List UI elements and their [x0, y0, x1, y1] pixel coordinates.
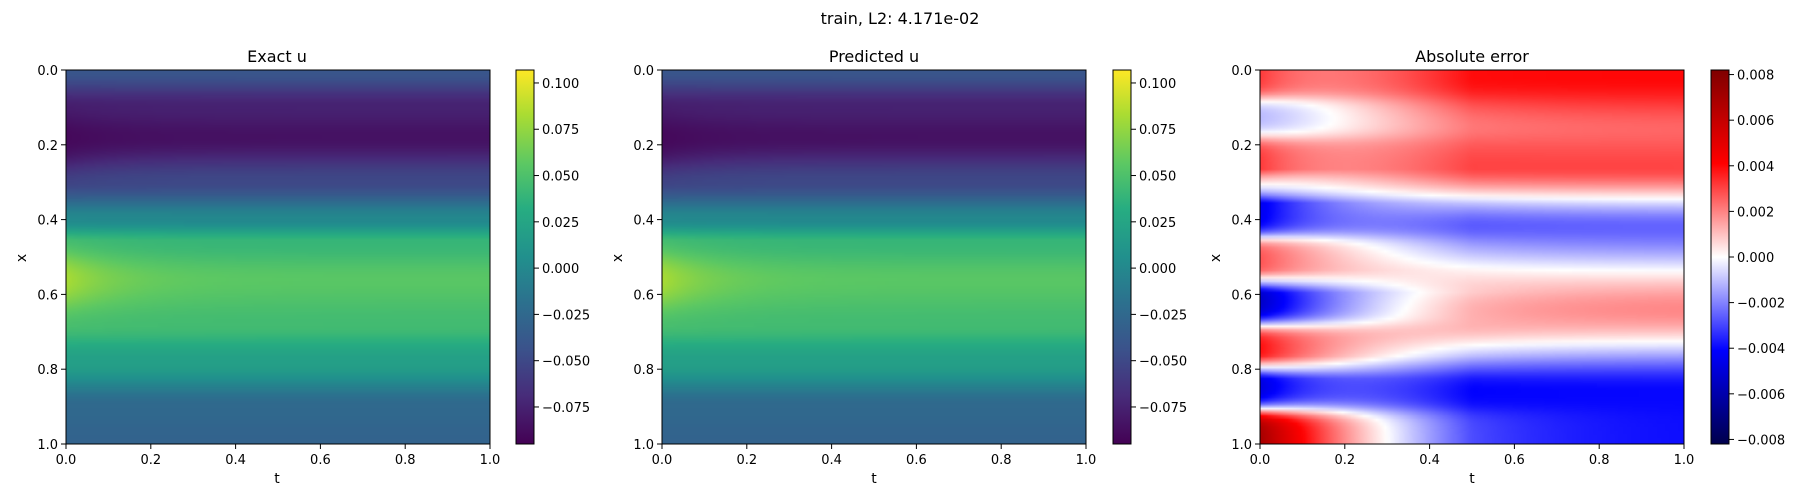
- axes-frame: [65, 69, 491, 445]
- x-tick-label: 0.6: [906, 453, 927, 468]
- colorbar-tick-label: −0.008: [1737, 433, 1785, 448]
- y-tick-label: 1.0: [633, 438, 654, 453]
- panel-absolute-error: Absolute error t x 0.0 0.2 0.4 0.6 0.8 1.00.0…: [1208, 47, 1785, 487]
- colorbar-tick-label: −0.002: [1737, 297, 1785, 312]
- x-tick-label: 1.0: [480, 453, 501, 468]
- x-axis-label: t: [1469, 471, 1475, 487]
- y-tick-label: 0.2: [37, 139, 58, 154]
- x-tick-label: 0.6: [310, 453, 331, 468]
- colorbar-tick-label: 0.002: [1737, 205, 1774, 220]
- colorbar-tick-label: 0.100: [542, 77, 579, 92]
- colorbar-tick-label: −0.004: [1737, 342, 1785, 357]
- x-tick-label: 0.2: [736, 453, 757, 468]
- colorbar-tick-label: 0.050: [1139, 170, 1176, 185]
- x-tick-label: 0.8: [1589, 453, 1610, 468]
- colorbar-tick-label: 0.008: [1737, 69, 1774, 84]
- y-tick-label: 0.6: [37, 288, 58, 303]
- colorbar: [515, 69, 535, 445]
- panel-exact-u: Exact u t x 0.0 0.2 0.4 0.6 0.8 1.00.00.20.40…: [14, 47, 590, 487]
- heatmap-image: [662, 70, 1086, 444]
- panel-title: Predicted u: [829, 47, 919, 66]
- y-tick-label: 1.0: [37, 438, 58, 453]
- colorbar-tick-label: 0.075: [542, 123, 579, 138]
- colorbar-tick-label: −0.075: [542, 401, 590, 416]
- panel-title: Exact u: [247, 47, 307, 66]
- y-tick-label: 0.0: [1231, 64, 1252, 79]
- axes-frame: [1259, 69, 1685, 445]
- panel-predicted-u: Predicted u t x 0.0 0.2 0.4 0.6 0.8 1.00.00.2…: [610, 47, 1187, 487]
- heatmap-image: [66, 70, 490, 444]
- colorbar-tick-label: 0.025: [1139, 216, 1176, 231]
- x-tick-label: 0.0: [1250, 453, 1271, 468]
- y-tick-label: 0.8: [37, 363, 58, 378]
- y-tick-label: 0.2: [633, 139, 654, 154]
- colorbar-tick-label: 0.004: [1737, 160, 1774, 175]
- colorbar-tick-label: 0.075: [1139, 123, 1176, 138]
- x-tick-label: 0.4: [821, 453, 842, 468]
- x-axis-label: t: [274, 471, 280, 487]
- colorbar-tick-label: 0.100: [1139, 77, 1176, 92]
- y-tick-label: 0.2: [1231, 139, 1252, 154]
- x-tick-label: 0.0: [652, 453, 673, 468]
- x-tick-label: 0.2: [1334, 453, 1355, 468]
- y-tick-label: 1.0: [1231, 438, 1252, 453]
- axes-frame: [661, 69, 1087, 445]
- x-tick-label: 0.4: [225, 453, 246, 468]
- heatmap-image: [1260, 70, 1684, 444]
- colorbar-tick-label: −0.025: [1139, 308, 1187, 323]
- y-tick-label: 0.6: [1231, 288, 1252, 303]
- x-tick-label: 1.0: [1674, 453, 1695, 468]
- y-axis-label: x: [14, 254, 30, 262]
- colorbar-tick-label: −0.006: [1737, 388, 1785, 403]
- x-axis-label: t: [871, 471, 877, 487]
- y-tick-label: 0.4: [1231, 214, 1252, 229]
- colorbar-tick-label: 0.050: [542, 170, 579, 185]
- y-tick-label: 0.0: [37, 64, 58, 79]
- y-tick-label: 0.4: [633, 214, 654, 229]
- colorbar-tick-label: 0.006: [1737, 114, 1774, 129]
- y-tick-label: 0.6: [633, 288, 654, 303]
- y-tick-label: 0.0: [633, 64, 654, 79]
- y-tick-label: 0.4: [37, 214, 58, 229]
- colorbar-tick-label: −0.050: [1139, 355, 1187, 370]
- colorbar-tick-label: 0.000: [1139, 262, 1176, 277]
- x-tick-label: 0.6: [1504, 453, 1525, 468]
- x-tick-label: 0.8: [395, 453, 416, 468]
- colorbar-tick-label: 0.000: [542, 262, 579, 277]
- x-tick-label: 0.2: [140, 453, 161, 468]
- colorbar-tick-label: −0.075: [1139, 401, 1187, 416]
- colorbar-tick-label: −0.050: [542, 355, 590, 370]
- colorbar-tick-label: 0.000: [1737, 251, 1774, 266]
- y-tick-label: 0.8: [1231, 363, 1252, 378]
- figure-suptitle: train, L2: 4.171e-02: [821, 9, 980, 28]
- x-tick-label: 0.8: [991, 453, 1012, 468]
- x-tick-label: 0.0: [56, 453, 77, 468]
- colorbar-tick-label: −0.025: [542, 308, 590, 323]
- x-tick-label: 1.0: [1076, 453, 1097, 468]
- colorbar: [1112, 69, 1132, 445]
- y-tick-label: 0.8: [633, 363, 654, 378]
- y-axis-label: x: [1208, 254, 1224, 262]
- colorbar: [1710, 69, 1730, 445]
- x-tick-label: 0.4: [1419, 453, 1440, 468]
- colorbar-tick-label: 0.025: [542, 216, 579, 231]
- panel-title: Absolute error: [1415, 47, 1529, 66]
- y-axis-label: x: [610, 254, 626, 262]
